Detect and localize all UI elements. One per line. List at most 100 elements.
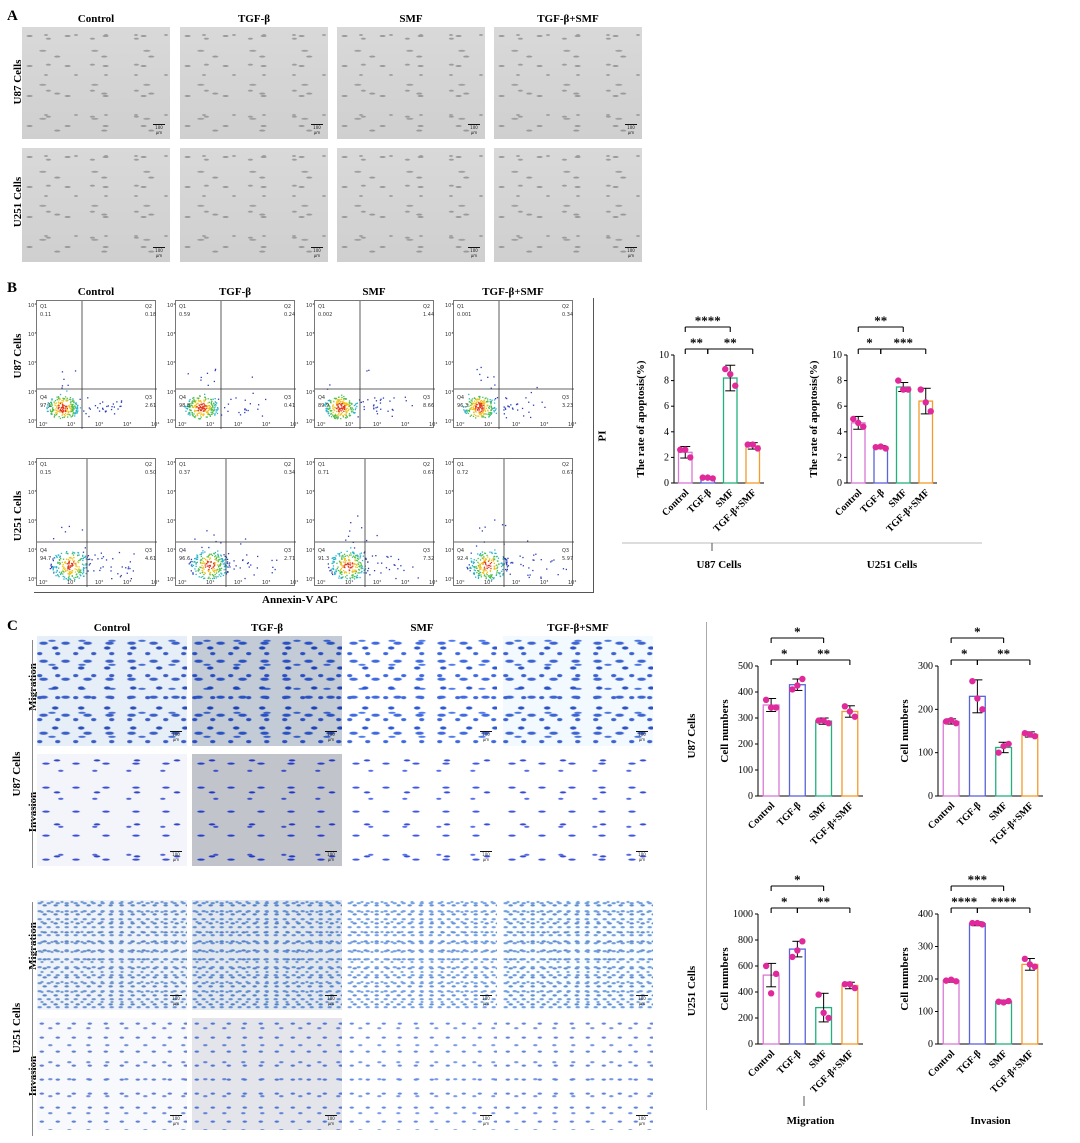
y-tick-label: 10¹ bbox=[28, 548, 37, 554]
data-point bbox=[687, 454, 694, 461]
x-tick-label: 10² bbox=[512, 580, 521, 586]
transwell-u251-mig-tgf-smf: 100 µm bbox=[503, 900, 653, 1010]
quadrant-q2-value: 0.67 bbox=[423, 470, 435, 476]
scale-bar: 100 µm bbox=[311, 124, 323, 135]
quadrant-q3-label: Q3 bbox=[562, 395, 570, 401]
event-scatter bbox=[188, 530, 278, 580]
a-col-title-smf: SMF bbox=[399, 13, 423, 25]
y-axis-label: Cell numbers bbox=[719, 699, 731, 763]
a-col-title-tgf-smf: TGF-β+SMF bbox=[537, 13, 599, 25]
flow-plot-u87-3: Q1 0.001 Q2 0.34 Q3 3.23 Q4 96.3 10⁰ 10⁰ 10¹ 10¹ 10²… bbox=[445, 300, 577, 429]
significance-label: * bbox=[794, 872, 801, 887]
y-tick-label: 10⁴ bbox=[167, 461, 176, 467]
quadrant-q3-value: 7.32 bbox=[423, 556, 435, 562]
data-point bbox=[789, 953, 796, 961]
significance-label: ** bbox=[690, 335, 703, 350]
significance-label: **** bbox=[695, 313, 721, 328]
b-row-label-u251: U251 Cells bbox=[12, 490, 24, 542]
y-tick-label: 10² bbox=[445, 519, 454, 525]
y-tick-label: 1000 bbox=[733, 909, 753, 920]
bar bbox=[1021, 963, 1039, 1045]
micrograph-u251-tgf: 100 µm bbox=[180, 148, 328, 262]
significance-label: ** bbox=[997, 646, 1010, 661]
x-tick-label: 10⁰ bbox=[178, 580, 187, 586]
data-point bbox=[1026, 961, 1034, 968]
y-tick-label: 10¹ bbox=[445, 548, 454, 554]
quadrant-q1-value: 0.72 bbox=[457, 470, 469, 476]
scale-bar: 100 µm bbox=[170, 995, 182, 1006]
data-point bbox=[767, 990, 775, 997]
significance-label: ** bbox=[724, 335, 737, 350]
y-tick-label: 0 bbox=[837, 478, 842, 489]
y-tick-label: 10¹ bbox=[306, 390, 315, 396]
data-point bbox=[727, 371, 734, 378]
scale-bar: 100 µm bbox=[480, 851, 492, 862]
quadrant-q1-value: 0.002 bbox=[318, 312, 333, 318]
quadrant-q1-value: 0.37 bbox=[179, 470, 191, 476]
bar bbox=[841, 984, 859, 1045]
x-tick-label: 10² bbox=[234, 580, 243, 586]
data-point bbox=[1026, 731, 1034, 738]
x-tick-label: 10³ bbox=[123, 422, 132, 428]
data-point bbox=[846, 708, 854, 715]
y-tick-label: 10⁰ bbox=[445, 419, 454, 425]
category-label: Control bbox=[746, 1048, 777, 1079]
x-tick-label: 10⁰ bbox=[456, 422, 465, 428]
y-tick-label: 10¹ bbox=[167, 390, 176, 396]
quadrant-q2-label: Q2 bbox=[145, 462, 153, 468]
flow-plot-u251-1: Q1 0.37 Q2 0.34 Q3 2.71 Q4 96.6 10⁰ 10⁰ 10¹ 10¹ 10² 1… bbox=[167, 458, 298, 587]
quadrant-q4-label: Q4 bbox=[40, 548, 48, 554]
y-tick-label: 10³ bbox=[445, 490, 454, 496]
quadrant-q1-label: Q1 bbox=[179, 304, 187, 310]
data-point bbox=[744, 441, 751, 448]
quadrant-q4-value: 91.3 bbox=[318, 556, 330, 562]
y-tick-label: 0 bbox=[664, 478, 669, 489]
data-point bbox=[677, 446, 684, 453]
y-tick-label: 10³ bbox=[28, 490, 37, 496]
scale-bar: 100 µm bbox=[325, 995, 337, 1006]
scale-bar: 100 µm bbox=[468, 124, 480, 135]
transwell-u251-mig-smf: 100 µm bbox=[347, 900, 497, 1010]
data-point bbox=[846, 981, 854, 988]
micrograph-u251-control: 100 µm bbox=[22, 148, 170, 262]
x-tick-label: 10³ bbox=[262, 422, 271, 428]
scale-bar: 100 µm bbox=[170, 731, 182, 742]
data-point bbox=[767, 704, 775, 711]
group-label: Invasion bbox=[970, 1115, 1010, 1127]
y-tick-label: 10¹ bbox=[445, 390, 454, 396]
x-tick-label: 10¹ bbox=[67, 422, 76, 428]
scale-bar: 100 µm bbox=[636, 851, 648, 862]
event-scatter bbox=[466, 519, 567, 581]
bar bbox=[788, 948, 806, 1045]
data-point bbox=[995, 998, 1002, 1005]
bar bbox=[995, 1001, 1013, 1045]
data-point bbox=[1005, 997, 1012, 1005]
data-point bbox=[851, 984, 859, 992]
y-tick-label: 4 bbox=[664, 427, 669, 438]
quadrant-q4-value: 92.4 bbox=[457, 556, 469, 562]
data-point bbox=[789, 686, 796, 693]
data-point bbox=[682, 446, 689, 453]
quadrant-q1-label: Q1 bbox=[318, 462, 326, 468]
x-tick-label: 10⁴ bbox=[568, 422, 577, 428]
x-tick-label: 10⁰ bbox=[178, 422, 187, 428]
y-tick-label: 10¹ bbox=[167, 548, 176, 554]
quadrant-q1-value: 0.11 bbox=[40, 312, 52, 318]
quadrant-q3-label: Q3 bbox=[423, 548, 431, 554]
y-tick-label: 2 bbox=[837, 452, 842, 463]
quadrant-q4-label: Q4 bbox=[40, 395, 48, 401]
flow-x-axis-title: Annexin-V APC bbox=[262, 594, 338, 606]
y-tick-label: 600 bbox=[738, 961, 753, 972]
quadrant-q4-label: Q4 bbox=[318, 548, 326, 554]
y-tick-label: 6 bbox=[837, 401, 842, 412]
quadrant-q3-value: 4.61 bbox=[145, 556, 157, 562]
c-col-title-control: Control bbox=[93, 622, 131, 634]
event-scatter bbox=[324, 369, 413, 420]
quadrant-q2-label: Q2 bbox=[284, 304, 292, 310]
b-col-title-smf: SMF bbox=[362, 286, 386, 298]
micrograph-u87-smf: 100 µm bbox=[337, 27, 485, 139]
scale-bar: 100 µm bbox=[636, 731, 648, 742]
significance-label: ** bbox=[817, 894, 830, 909]
data-point bbox=[917, 386, 924, 393]
